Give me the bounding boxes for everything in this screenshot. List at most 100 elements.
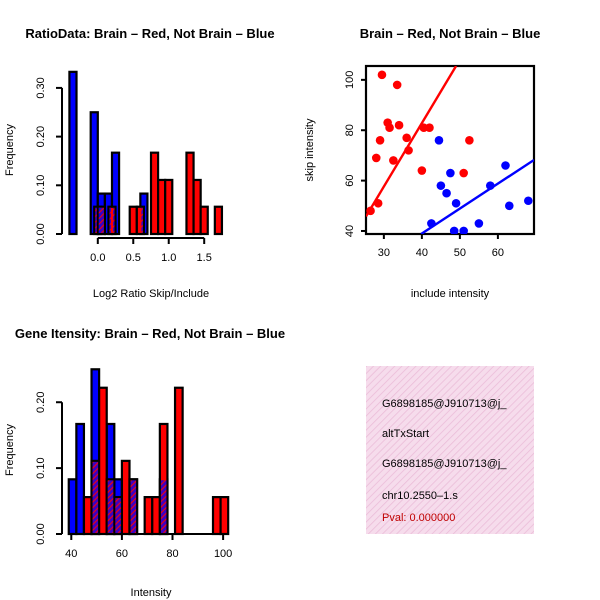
info-pval: Pval: 0.000000 (382, 512, 456, 524)
ratio-overlap-4-2 (112, 207, 115, 233)
scatter-point-brain-12 (417, 166, 427, 175)
scatter-point-notbrain-11 (504, 201, 514, 211)
scatter-xtick-label-1: 40 (416, 247, 428, 259)
ratio-title: RatioData: Brain – Red, Not Brain – Blue (25, 26, 274, 41)
info-panel: G6898185@J910713@j_ altTxStart G6898185@… (366, 366, 534, 534)
ratio-xtick-label-0: 0.0 (90, 252, 105, 264)
ratio-bar-notbrain-0 (68, 70, 78, 236)
intensity-bar-brain-7 (143, 496, 154, 536)
intensity-ytick-label-1: 0.10 (35, 457, 47, 478)
intensity-bar-brain-10 (173, 386, 184, 536)
intensity-bar-brain-11 (211, 496, 222, 536)
intensity-bar-notbrain-0 (67, 478, 78, 536)
ratio-x-axis: 0.0 0.5 1.0 1.5 (90, 237, 212, 264)
scatter-point-brain-14 (425, 123, 434, 133)
scatter-point-notbrain-8 (474, 219, 484, 228)
intensity-x-axis: 40 60 80 100 (65, 533, 232, 560)
scatter-ytick-label-2: 80 (344, 124, 356, 136)
fit-line-brain (366, 66, 458, 217)
ratio-bar-brain-7 (164, 178, 174, 236)
intensity-xtick-label-0: 40 (65, 548, 77, 560)
intensity-bar-brain-8 (151, 496, 161, 536)
scatter-ylabel: skip intensity (304, 118, 316, 181)
scatter-point-brain-1 (371, 153, 381, 163)
scatter-point-notbrain-6 (451, 198, 461, 208)
intensity-overlap-6-9 (160, 480, 167, 533)
scatter-chart: Brain – Red, Not Brain – Blue 40 60 80 100 30… (304, 26, 540, 300)
scatter-point-brain-4 (377, 70, 387, 80)
scatter-point-brain-10 (402, 133, 411, 143)
info-gene-id-2: G6898185@J910713@j_ (382, 458, 507, 470)
scatter-point-notbrain-10 (501, 161, 510, 170)
ratio-bar-brain-2 (107, 205, 117, 236)
scatter-point-notbrain-1 (434, 136, 444, 145)
scatter-point-brain-8 (392, 80, 402, 90)
scatter-point-notbrain-3 (442, 188, 451, 198)
info-location: chr10.2550–1.s (382, 490, 458, 502)
intensity-xlabel: Intensity (131, 587, 172, 599)
scatter-point-brain-6 (385, 123, 394, 133)
ratio-chart: RatioData: Brain – Red, Not Brain – Blue… (4, 26, 275, 300)
scatter-xtick-label-3: 60 (492, 247, 504, 259)
intensity-bar-brain-12 (219, 496, 230, 536)
scatter-point-brain-15 (459, 168, 468, 178)
ratio-ytick-label-3: 0.30 (35, 77, 47, 98)
fit-line-notbrain (420, 158, 534, 234)
ratio-ytick-label-0: 0.00 (35, 223, 47, 244)
info-event-type: altTxStart (382, 428, 430, 440)
ratio-overlap-5-4 (141, 207, 143, 233)
intensity-overlap-3-3 (107, 480, 114, 533)
scatter-plot-frame (364, 64, 536, 236)
ratio-bar-brain-4 (135, 205, 146, 236)
intensity-ytick-label-2: 0.20 (35, 392, 47, 413)
scatter-xtick-label-2: 50 (454, 247, 466, 259)
ratio-xtick-label-2: 1.0 (161, 252, 176, 264)
intensity-overlap-2-1 (92, 461, 99, 533)
ratio-y-axis: 0.00 0.10 0.20 0.30 (35, 77, 63, 245)
intensity-chart: Gene Itensity: Brain – Red, Not Brain – … (4, 326, 285, 599)
intensity-xtick-label-3: 100 (214, 548, 232, 560)
scatter-ytick-label-1: 60 (344, 174, 356, 186)
scatter-point-notbrain-7 (459, 226, 468, 234)
intensity-title: Gene Itensity: Brain – Red, Not Brain – … (15, 326, 285, 341)
scatter-point-notbrain-2 (436, 181, 446, 190)
intensity-y-axis: 0.00 0.10 0.20 (35, 392, 63, 545)
scatter-point-brain-9 (394, 120, 404, 130)
ratio-xtick-label-3: 1.5 (197, 252, 212, 264)
scatter-x-axis: 30 40 50 60 (378, 234, 504, 259)
scatter-point-notbrain-5 (449, 226, 459, 234)
info-gene-id: G6898185@J910713@j_ (382, 398, 507, 410)
ratio-xtick-label-1: 0.5 (126, 252, 141, 264)
intensity-bar-brain-2 (98, 386, 108, 536)
ratio-ytick-label-1: 0.10 (35, 175, 47, 196)
scatter-ytick-label-3: 100 (344, 71, 356, 89)
info-panel-background (366, 366, 534, 534)
scatter-ytick-label-0: 40 (344, 225, 356, 237)
intensity-ylabel: Frequency (4, 424, 16, 476)
scatter-y-axis: 40 60 80 100 (344, 71, 366, 237)
scatter-xtick-label-0: 30 (378, 247, 390, 259)
scatter-point-brain-16 (465, 136, 474, 145)
ratio-bar-brain-11 (213, 205, 224, 236)
ratio-overlap-3-2 (109, 207, 111, 233)
scatter-point-brain-7 (389, 156, 398, 165)
intensity-overlap-5-6 (130, 480, 137, 533)
ratio-ylabel: Frequency (4, 124, 16, 176)
intensity-bar-brain-0 (82, 496, 93, 536)
scatter-xlabel: include intensity (411, 288, 490, 300)
intensity-overlap-4-4 (115, 498, 121, 533)
ratio-bar-brain-10 (199, 205, 209, 236)
intensity-bars (67, 368, 230, 536)
ratio-overlap-2-1 (98, 207, 104, 233)
ratio-bars (68, 70, 224, 236)
scatter-title: Brain – Red, Not Brain – Blue (360, 26, 541, 41)
intensity-xtick-label-1: 60 (116, 548, 128, 560)
scatter-point-brain-3 (375, 136, 385, 145)
intensity-bar-notbrain-1 (75, 422, 86, 536)
scatter-point-notbrain-12 (523, 196, 533, 206)
scatter-points (366, 66, 534, 234)
ratio-overlap-1-0 (95, 207, 97, 233)
ratio-ytick-label-2: 0.20 (35, 126, 47, 147)
